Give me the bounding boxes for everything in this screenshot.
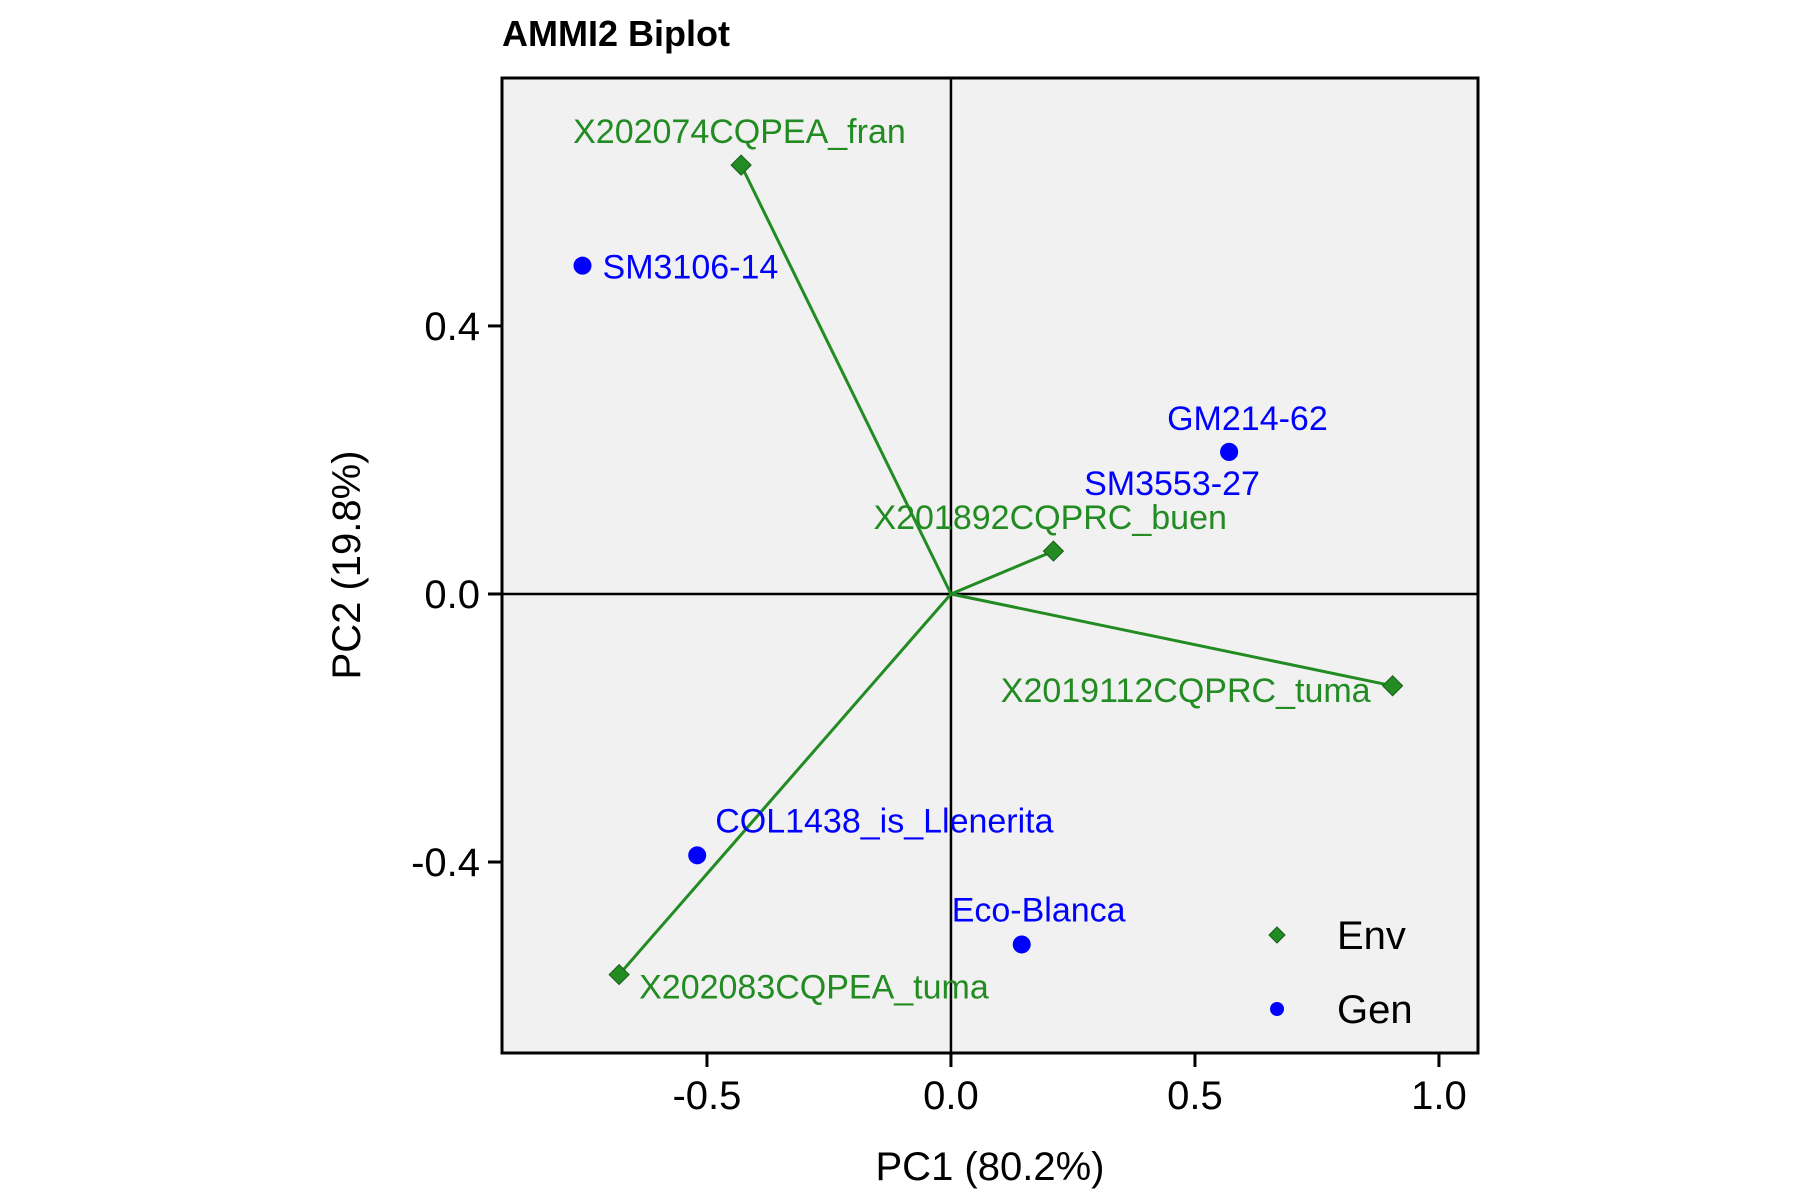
gen-point-label: SM3553-27 bbox=[1084, 465, 1260, 503]
x-tick-label: 1.0 bbox=[1411, 1074, 1467, 1118]
gen-marker bbox=[1012, 935, 1031, 954]
gen-marker bbox=[1220, 442, 1239, 461]
env-marker bbox=[730, 154, 752, 176]
y-tick-label: -0.4 bbox=[411, 841, 480, 885]
legend-label: Gen bbox=[1337, 988, 1413, 1032]
gen-marker bbox=[573, 256, 592, 275]
chart-title: AMMI2 Biplot bbox=[502, 13, 730, 54]
y-tick-label: 0.0 bbox=[424, 573, 480, 617]
legend-env-icon bbox=[1268, 926, 1286, 944]
plot-background bbox=[502, 78, 1478, 1053]
env-vector bbox=[617, 592, 953, 976]
y-axis-label: PC2 (19.8%) bbox=[325, 451, 369, 680]
gen-marker bbox=[688, 846, 707, 865]
x-tick-label: 0.5 bbox=[1167, 1074, 1223, 1118]
env-marker bbox=[1042, 540, 1065, 562]
gen-point-label: GM214-62 bbox=[1167, 400, 1328, 438]
legend: Env Gen bbox=[1268, 914, 1413, 1032]
x-tick-label: 0.0 bbox=[923, 1074, 979, 1118]
env-point-label: X202083CQPEA_tuma bbox=[639, 969, 989, 1007]
gen-point-label: COL1438_is_Llenerita bbox=[715, 802, 1053, 840]
gen-point-label: Eco-Blanca bbox=[952, 891, 1126, 929]
env-marker bbox=[1381, 675, 1404, 697]
env-point-label: X202074CQPEA_fran bbox=[573, 113, 906, 151]
gen-point-label: SM3106-14 bbox=[603, 249, 779, 287]
env-vector bbox=[950, 592, 1393, 688]
y-tick-label: 0.4 bbox=[424, 305, 480, 349]
env-point-label: X201892CQPRC_buen bbox=[873, 499, 1226, 537]
env-vector bbox=[950, 549, 1055, 596]
x-axis-label: PC1 (80.2%) bbox=[876, 1145, 1105, 1189]
env-vector bbox=[739, 164, 953, 595]
legend-label: Env bbox=[1337, 914, 1406, 958]
plot-frame bbox=[500, 76, 1480, 1055]
x-tick-label: -0.5 bbox=[672, 1074, 741, 1118]
env-point-label: X2019112CQPRC_tuma bbox=[1001, 672, 1371, 710]
legend-gen-icon bbox=[1270, 1002, 1284, 1016]
env-marker bbox=[608, 963, 630, 986]
